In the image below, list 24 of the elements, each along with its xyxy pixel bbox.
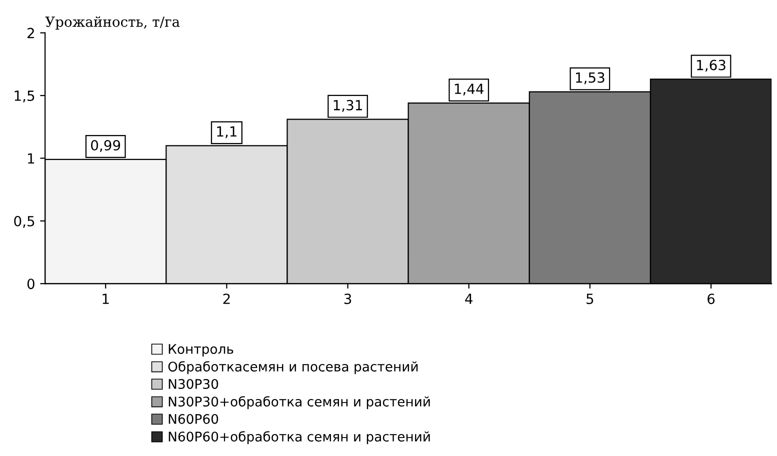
x-tick-label: 1 — [102, 294, 109, 304]
y-tick-label: 2 — [28, 28, 34, 38]
x-tick-label: 4 — [465, 294, 472, 304]
y-tick-label: 0 — [27, 278, 34, 290]
x-tick-label: 5 — [586, 294, 594, 304]
x-tick-label: 3 — [344, 294, 352, 304]
data-label: 1,1 — [217, 126, 236, 138]
data-label: 1,53 — [576, 72, 604, 84]
y-tick-label: 0,5 — [14, 216, 34, 228]
data-label: 1,44 — [454, 84, 484, 96]
legend-label: N30P30+обработка семян и растений — [168, 396, 430, 410]
legend-label: N30P30 — [168, 378, 218, 389]
x-tick-label: 6 — [708, 294, 715, 304]
legend-label: N60P60+обработка семян и растений — [168, 431, 430, 444]
data-label: 1,31 — [334, 100, 362, 112]
y-tick-label: 1 — [28, 153, 34, 164]
y-tick-label: 1,5 — [14, 90, 34, 102]
x-tick-label: 2 — [223, 294, 230, 304]
legend-label: Обработкасемян и посева растений — [168, 361, 418, 374]
legend-label: Контроль — [168, 344, 234, 357]
y-axis-title: Урожайность, т/га — [45, 16, 180, 30]
data-label: 0,99 — [91, 140, 120, 152]
legend-label: N60P60 — [168, 414, 218, 424]
data-label: 1,63 — [697, 60, 726, 72]
